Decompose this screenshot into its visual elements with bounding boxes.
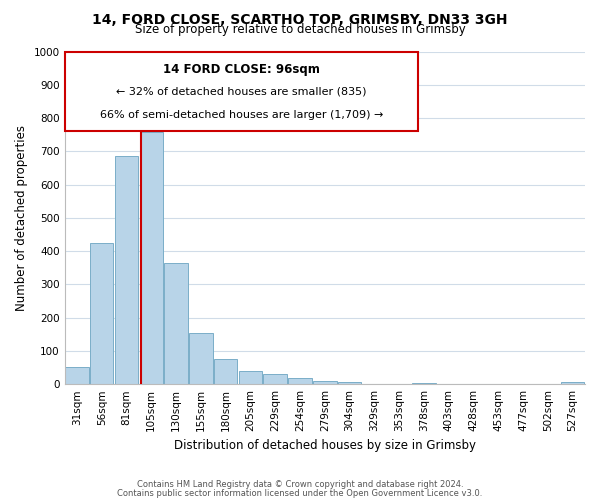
FancyBboxPatch shape — [65, 52, 418, 132]
Bar — [189, 334, 212, 384]
Bar — [65, 366, 89, 384]
Bar — [412, 382, 436, 384]
Text: 14, FORD CLOSE, SCARTHO TOP, GRIMSBY, DN33 3GH: 14, FORD CLOSE, SCARTHO TOP, GRIMSBY, DN… — [92, 12, 508, 26]
X-axis label: Distribution of detached houses by size in Grimsby: Distribution of detached houses by size … — [174, 440, 476, 452]
Bar — [90, 243, 113, 384]
Bar — [164, 264, 188, 384]
Bar — [561, 382, 584, 384]
Text: 66% of semi-detached houses are larger (1,709) →: 66% of semi-detached houses are larger (… — [100, 110, 383, 120]
Bar — [313, 381, 337, 384]
Bar — [338, 382, 361, 384]
Bar — [214, 359, 238, 384]
Text: ← 32% of detached houses are smaller (835): ← 32% of detached houses are smaller (83… — [116, 86, 367, 97]
Bar — [115, 156, 138, 384]
Y-axis label: Number of detached properties: Number of detached properties — [15, 125, 28, 311]
Bar — [288, 378, 312, 384]
Text: 14 FORD CLOSE: 96sqm: 14 FORD CLOSE: 96sqm — [163, 63, 320, 76]
Text: Contains public sector information licensed under the Open Government Licence v3: Contains public sector information licen… — [118, 489, 482, 498]
Bar — [263, 374, 287, 384]
Bar — [239, 371, 262, 384]
Text: Contains HM Land Registry data © Crown copyright and database right 2024.: Contains HM Land Registry data © Crown c… — [137, 480, 463, 489]
Text: Size of property relative to detached houses in Grimsby: Size of property relative to detached ho… — [134, 22, 466, 36]
Bar — [140, 132, 163, 384]
